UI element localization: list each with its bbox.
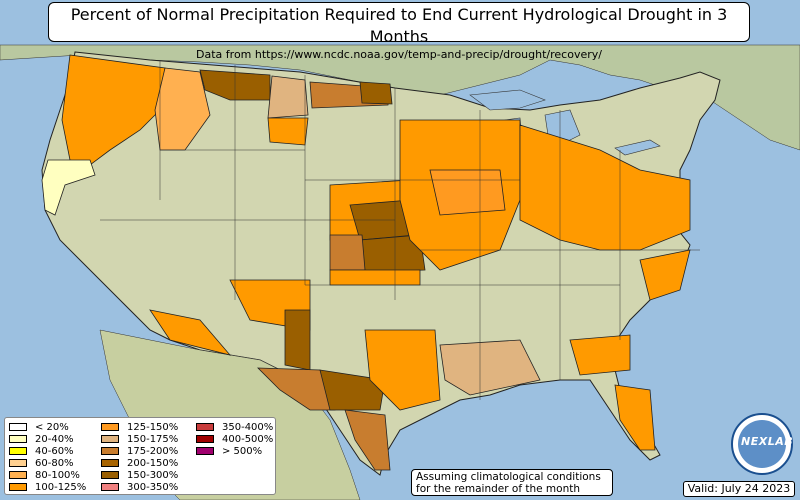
legend-swatch <box>9 435 27 443</box>
legend-label: 40-60% <box>35 445 74 457</box>
nexlab-logo: NEXLAB <box>731 413 793 475</box>
map-title: Percent of Normal Precipitation Required… <box>70 5 728 46</box>
legend-label: 150-175% <box>127 433 179 445</box>
legend-label: 200-150% <box>127 457 179 469</box>
logo-text: NEXLAB <box>741 435 794 448</box>
legend-label: 125-150% <box>127 421 179 433</box>
note-line-1: Assuming climatological conditions <box>416 471 601 483</box>
legend-item: 200-150% <box>101 457 196 469</box>
legend-swatch <box>101 435 119 443</box>
legend-label: 20-40% <box>35 433 74 445</box>
legend-item: 300-350% <box>101 481 196 493</box>
legend-swatch <box>101 483 119 491</box>
legend-item: 350-400% <box>196 421 281 433</box>
legend-swatch <box>101 447 119 455</box>
legend-label: 175-200% <box>127 445 179 457</box>
legend-label: 150-300% <box>127 469 179 481</box>
title-box: Percent of Normal Precipitation Required… <box>48 2 750 61</box>
legend-label: 300-350% <box>127 481 179 493</box>
legend-swatch <box>101 471 119 479</box>
legend-swatch <box>196 423 214 431</box>
legend-label: 80-100% <box>35 469 80 481</box>
legend-swatch <box>9 423 27 431</box>
legend-label: 400-500% <box>222 433 274 445</box>
logo-globe-icon <box>738 420 786 468</box>
legend-item: 175-200% <box>101 445 196 457</box>
legend-label: 100-125% <box>35 481 87 493</box>
legend-label: 60-80% <box>35 457 74 469</box>
legend-item: 150-175% <box>101 433 196 445</box>
legend-item: 40-60% <box>9 445 101 457</box>
drought-regions <box>41 54 691 471</box>
legend-swatch <box>9 483 27 491</box>
legend-item: 20-40% <box>9 433 101 445</box>
legend-label: < 20% <box>35 421 69 433</box>
legend-swatch <box>101 423 119 431</box>
legend-item: > 500% <box>196 445 281 457</box>
map-subtitle: Data from https://www.ncdc.noaa.gov/temp… <box>196 48 602 61</box>
legend-swatch <box>9 447 27 455</box>
legend-swatch <box>9 459 27 467</box>
legend-item: 125-150% <box>101 421 196 433</box>
valid-date: Valid: July 24 2023 <box>683 481 795 497</box>
legend-item: < 20% <box>9 421 101 433</box>
note-line-2: for the remainder of the month <box>416 483 581 495</box>
legend-item: 100-125% <box>9 481 101 493</box>
state-borders <box>100 60 700 400</box>
legend: < 20% 20-40% 40-60% 60-80% 80-100% 100-125% 12… <box>4 417 276 495</box>
legend-swatch <box>196 435 214 443</box>
assumption-note: Assuming climatological conditions for t… <box>411 469 613 496</box>
legend-item: 150-300% <box>101 469 196 481</box>
legend-label: > 500% <box>222 445 263 457</box>
legend-item: 60-80% <box>9 457 101 469</box>
legend-swatch <box>101 459 119 467</box>
legend-label: 350-400% <box>222 421 274 433</box>
legend-item: 400-500% <box>196 433 281 445</box>
legend-swatch <box>196 447 214 455</box>
legend-item: 80-100% <box>9 469 101 481</box>
legend-swatch <box>9 471 27 479</box>
